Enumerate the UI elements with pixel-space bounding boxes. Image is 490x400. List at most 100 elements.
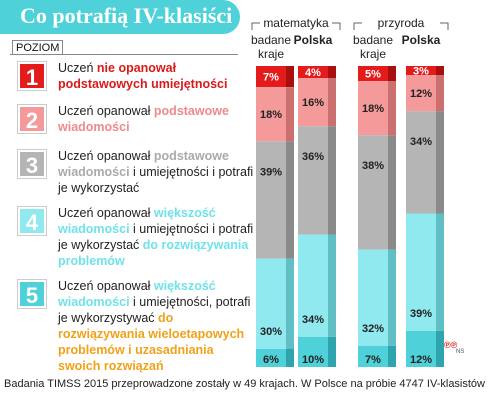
level-5-text-part: i umiejętności, potrafi je wykorzystywać xyxy=(58,295,251,325)
bar-segment-1-3 xyxy=(298,234,328,337)
group-label-0: matematyka xyxy=(263,16,329,30)
bar-side-3-3 xyxy=(436,213,444,331)
level-1-description: Uczeń nie opanował podstawowych umiejętn… xyxy=(58,60,254,92)
bar-segment-3-0 xyxy=(406,66,436,76)
data-label-3-4: 12% xyxy=(410,354,432,366)
bar-segment-3-2 xyxy=(406,111,436,214)
level-5-description: Uczeń opanował większość wiadomości i um… xyxy=(58,278,254,374)
data-label-2-3: 32% xyxy=(362,323,384,335)
data-label-1-2: 36% xyxy=(302,151,324,163)
bar-side-0-0 xyxy=(286,66,294,88)
bar-segment-0-1 xyxy=(256,87,286,142)
level-1-text-part: nie opanował podstawowych umiejętności xyxy=(58,61,228,91)
category-label-3: Polska xyxy=(401,33,441,47)
group-bracket xyxy=(251,22,341,30)
bar-segment-1-4 xyxy=(298,336,328,367)
data-label-3-0: 3% xyxy=(413,66,429,78)
data-label-3-2: 34% xyxy=(410,136,432,148)
bar-segment-3-1 xyxy=(406,75,436,112)
category-label-2: badane kraje xyxy=(352,33,394,61)
level-2-text-part: podstawowe wiadomości xyxy=(58,104,229,134)
bar-segment-1-2 xyxy=(298,126,328,235)
bar-side-3-2 xyxy=(436,111,444,214)
data-label-2-4: 7% xyxy=(365,354,381,366)
bar-segment-2-2 xyxy=(358,135,388,250)
bar-side-0-1 xyxy=(286,87,294,142)
data-label-3-3: 39% xyxy=(410,308,432,320)
data-label-0-2: 39% xyxy=(260,166,282,178)
bar-segment-0-4 xyxy=(256,348,286,367)
level-2-description: Uczeń opanował podstawowe wiadomości xyxy=(58,103,254,135)
bar-segment-2-1 xyxy=(358,81,388,136)
data-label-1-0: 4% xyxy=(305,67,321,79)
bar-segment-0-0 xyxy=(256,66,286,88)
category-label-0: badane kraje xyxy=(250,33,292,61)
level-3-text-part: podstawowe wiadomości xyxy=(58,149,229,179)
credit-initials: NS xyxy=(456,349,465,355)
data-label-0-1: 18% xyxy=(260,109,282,121)
data-label-2-1: 18% xyxy=(362,103,384,115)
bar-side-2-2 xyxy=(388,135,396,250)
bar-segment-1-0 xyxy=(298,66,328,79)
level-4-text-part: do rozwiązywania problemów xyxy=(58,238,249,268)
bar-side-2-4 xyxy=(388,345,396,367)
credit-logo: ℗℗ xyxy=(444,340,458,350)
level-3-text-part: i umiejętności i potrafi je wykorzystać xyxy=(58,165,254,195)
poziom-label: POZIOM xyxy=(12,40,64,54)
bar-side-1-0 xyxy=(328,66,336,79)
level-1-text-part: Uczeń xyxy=(58,61,97,75)
bar-side-3-0 xyxy=(436,66,444,76)
bar-side-1-3 xyxy=(328,234,336,337)
level-4-text-part: i umiejętności i potrafi je wykorzystać xyxy=(58,222,254,252)
bar-side-2-1 xyxy=(388,81,396,136)
data-label-2-0: 5% xyxy=(365,69,381,81)
data-label-2-2: 38% xyxy=(362,160,384,172)
bar-side-0-2 xyxy=(286,141,294,259)
data-label-1-1: 16% xyxy=(302,97,324,109)
bar-segment-1-1 xyxy=(298,78,328,127)
poziom-divider xyxy=(10,54,238,55)
level-4-badge: 4 xyxy=(18,207,46,235)
bar-side-0-3 xyxy=(286,258,294,349)
bar-side-3-1 xyxy=(436,75,444,112)
bar-segment-3-3 xyxy=(406,213,436,331)
data-label-1-3: 34% xyxy=(302,314,324,326)
level-4-text-part: Uczeń opanował xyxy=(58,206,154,220)
bar-segment-0-3 xyxy=(256,258,286,349)
data-label-0-3: 30% xyxy=(260,326,282,338)
category-label-1: Polska xyxy=(293,33,333,47)
data-label-1-4: 10% xyxy=(302,354,324,366)
level-3-text-part: Uczeń opanował xyxy=(58,149,154,163)
level-4-text-part: większość wiadomości xyxy=(58,206,216,236)
level-3-badge: 3 xyxy=(18,150,46,178)
bar-segment-0-2 xyxy=(256,141,286,259)
level-5-badge: 5 xyxy=(18,280,46,308)
title-band xyxy=(0,0,240,34)
data-label-3-1: 12% xyxy=(410,88,432,100)
level-3-description: Uczeń opanował podstawowe wiadomości i u… xyxy=(58,148,254,196)
footer-note: Badania TIMSS 2015 przeprowadzone został… xyxy=(4,378,485,390)
level-1-badge: 1 xyxy=(18,62,46,90)
bar-side-0-4 xyxy=(286,348,294,367)
bar-side-2-0 xyxy=(388,66,396,82)
bar-side-1-2 xyxy=(328,126,336,235)
bar-side-1-4 xyxy=(328,336,336,367)
bar-side-3-4 xyxy=(436,330,444,367)
level-5-text-part: Uczeń opanował xyxy=(58,279,154,293)
bar-segment-3-4 xyxy=(406,330,436,367)
bar-segment-2-3 xyxy=(358,249,388,346)
group-bracket xyxy=(353,22,449,30)
level-4-description: Uczeń opanował większość wiadomości i um… xyxy=(58,205,254,269)
bar-segment-2-0 xyxy=(358,66,388,82)
bar-side-1-1 xyxy=(328,78,336,127)
chart-title: Co potrafią IV-klasiści xyxy=(20,3,233,28)
group-label-1: przyroda xyxy=(377,16,425,30)
bar-side-2-3 xyxy=(388,249,396,346)
level-2-text-part: Uczeń opanował xyxy=(58,104,154,118)
level-2-badge: 2 xyxy=(18,105,46,133)
data-label-0-0: 7% xyxy=(263,72,279,84)
level-5-text-part: do rozwiązywania wieloetapowych problemó… xyxy=(58,311,245,373)
bar-segment-2-4 xyxy=(358,345,388,367)
data-label-0-4: 6% xyxy=(263,354,279,366)
